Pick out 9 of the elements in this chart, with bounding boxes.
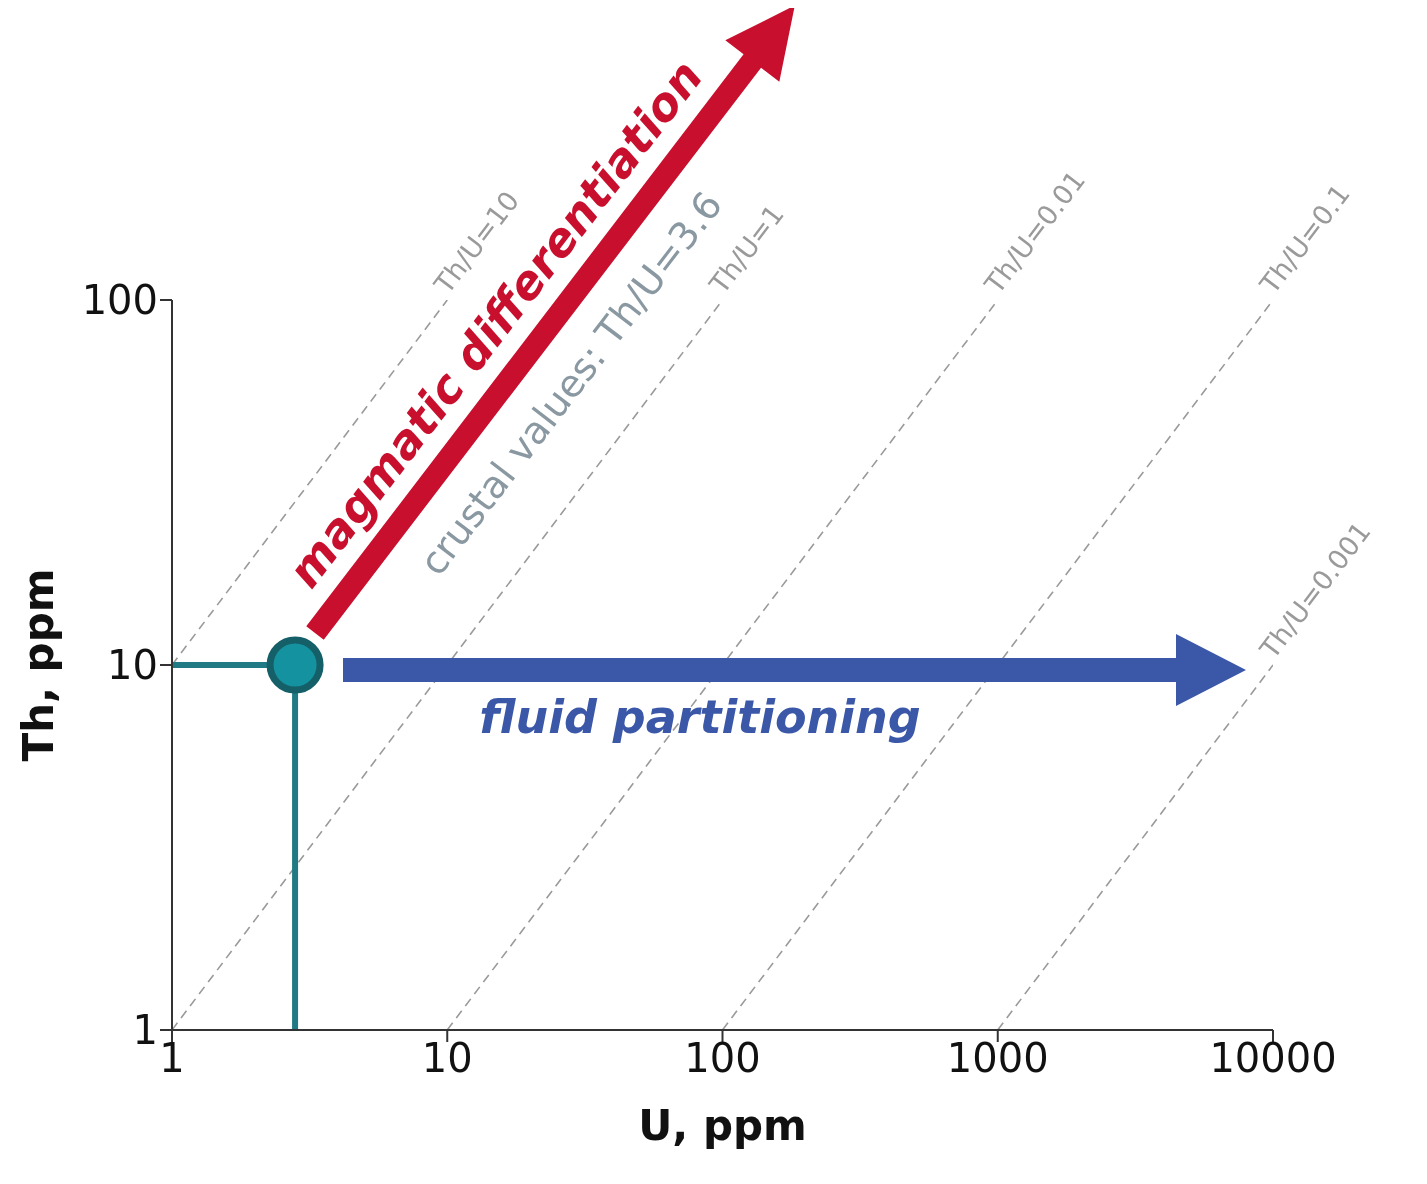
x-tick-label: 10: [421, 1035, 473, 1082]
annotation: fluid partitioning: [479, 689, 921, 744]
y-tick-label: 10: [107, 642, 158, 689]
y-tick-label: 100: [81, 277, 158, 324]
x-tick-label: 10000: [1209, 1035, 1337, 1082]
y-axis-title: Th, ppm: [13, 568, 63, 762]
x-tick-label: 100: [684, 1035, 761, 1082]
x-axis-title: U, ppm: [638, 1101, 807, 1150]
x-tick-label: 1000: [946, 1035, 1049, 1082]
